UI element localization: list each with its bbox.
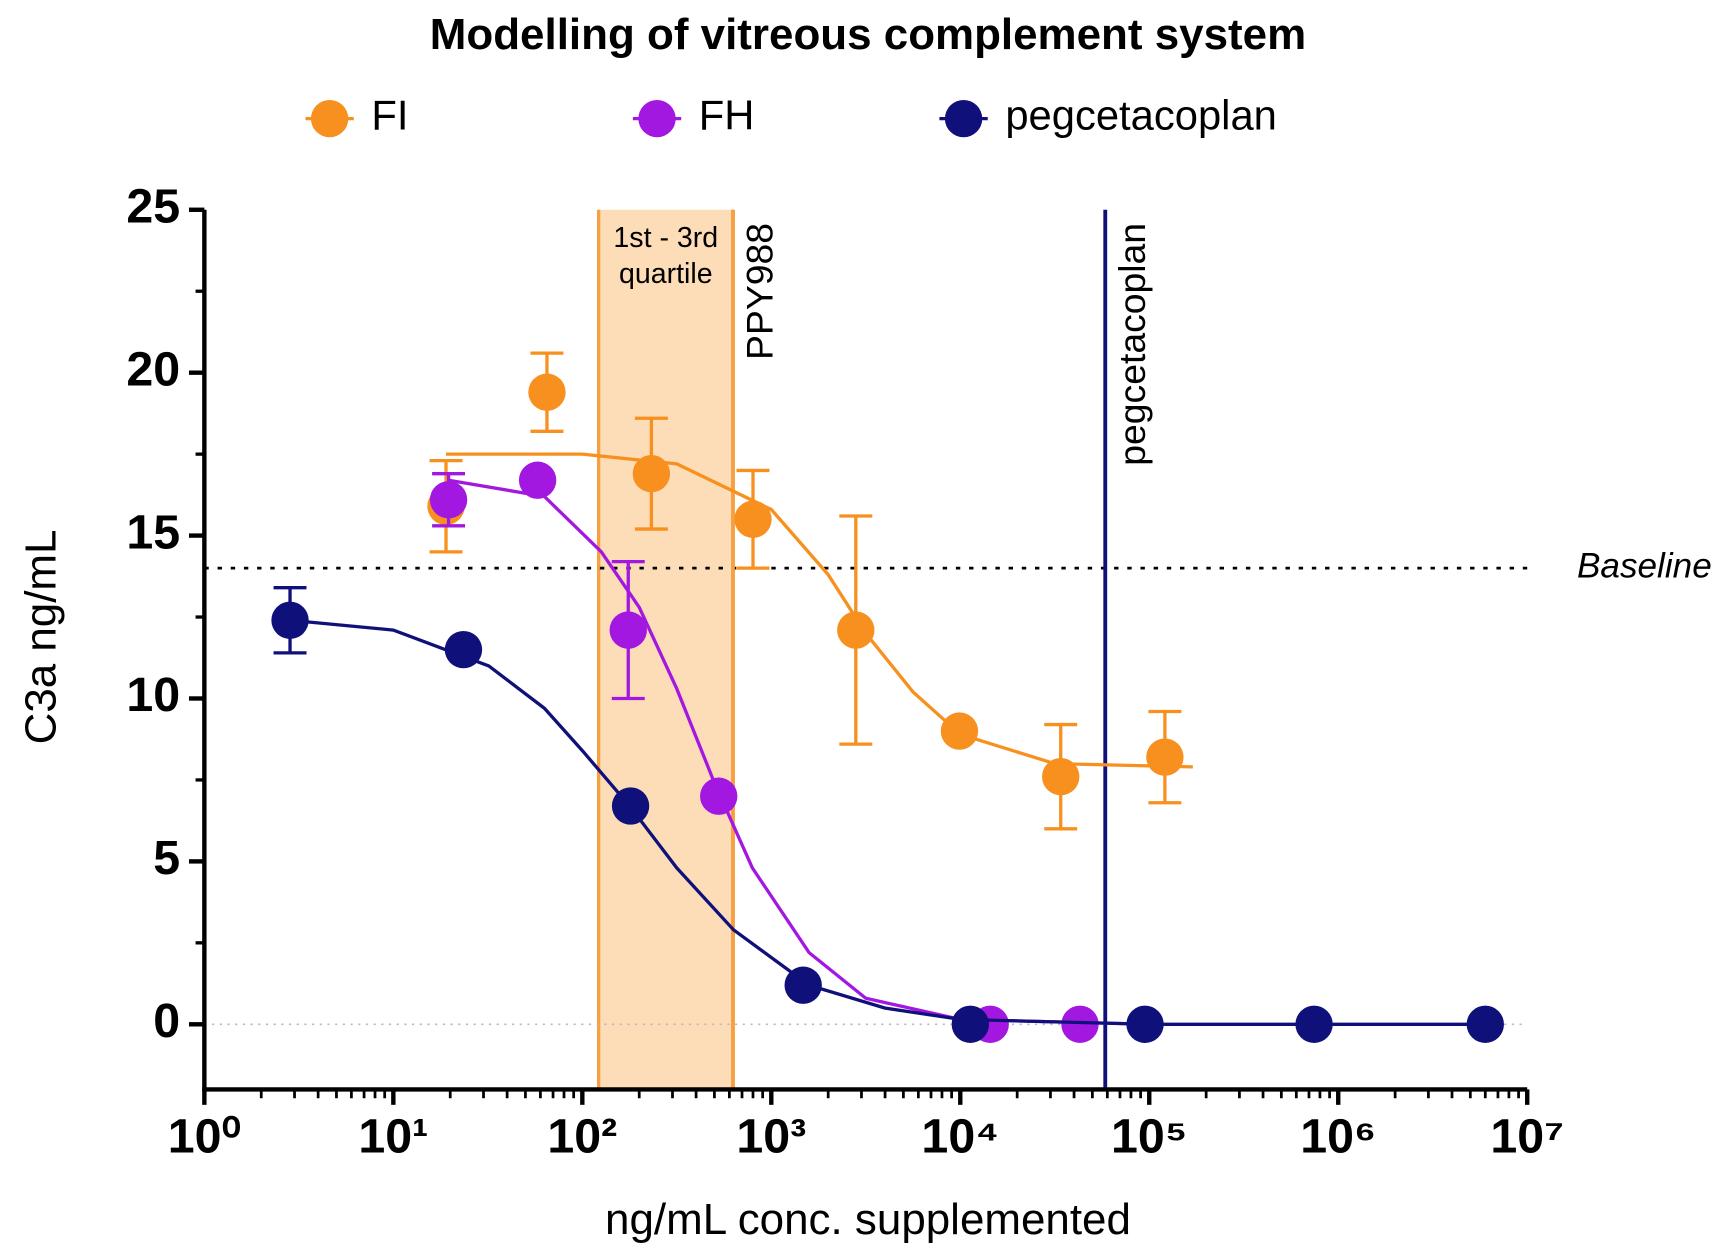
data-point	[940, 712, 979, 750]
y-tick-label: 15	[126, 505, 180, 559]
chart-title: Modelling of vitreous complement system	[430, 10, 1306, 59]
reference-label: PPY988	[739, 223, 781, 360]
data-point	[518, 461, 557, 499]
x-tick-label: 10⁵	[1111, 1110, 1187, 1164]
fit-curve	[446, 452, 1193, 769]
legend-label: pegcetacoplan	[1005, 92, 1277, 139]
data-point	[1061, 1005, 1099, 1043]
fit-curve	[448, 478, 1150, 1026]
data-point	[528, 373, 566, 411]
x-tick-label: 10⁶	[1300, 1110, 1376, 1164]
legend-label: FH	[699, 92, 755, 139]
data-point	[429, 481, 468, 519]
baseline-label: Baseline	[1577, 546, 1712, 585]
data-point	[734, 500, 772, 538]
data-point	[700, 777, 738, 815]
x-axis-label: ng/mL conc. supplemented	[605, 1195, 1131, 1244]
data-point	[609, 611, 647, 649]
band-label: 1st - 3rd	[613, 222, 718, 254]
data-point	[837, 611, 875, 649]
x-tick-label: 10⁴	[921, 1110, 999, 1164]
x-tick-label: 10⁰	[168, 1110, 241, 1164]
data-point	[1146, 738, 1184, 776]
band-label: quartile	[619, 258, 713, 290]
x-tick-label: 10¹	[358, 1110, 428, 1164]
y-axis-label: C3a ng/mL	[17, 530, 66, 745]
legend-label: FI	[371, 92, 408, 139]
data-point	[1042, 758, 1080, 796]
data-point	[271, 601, 309, 639]
y-tick-label: 10	[126, 668, 180, 722]
data-point	[1295, 1005, 1333, 1043]
data-point	[1126, 1005, 1164, 1043]
quartile-band	[598, 209, 733, 1090]
y-tick-label: 20	[126, 342, 180, 396]
data-point	[611, 787, 650, 825]
y-tick-label: 25	[126, 180, 180, 234]
reference-label: pegcetacoplan	[1111, 223, 1153, 466]
legend-marker	[638, 99, 676, 138]
data-point	[784, 966, 822, 1004]
legend-marker	[310, 99, 349, 138]
y-tick-label: 5	[153, 831, 180, 885]
legend-marker	[944, 99, 983, 138]
x-tick-label: 10²	[547, 1110, 617, 1164]
data-point	[951, 1005, 989, 1043]
x-tick-label: 10⁷	[1490, 1110, 1564, 1164]
data-point	[632, 455, 671, 493]
x-tick-label: 10³	[736, 1110, 806, 1164]
fit-curve	[289, 618, 1486, 1026]
data-point	[444, 630, 483, 669]
y-tick-label: 0	[153, 994, 180, 1048]
data-point	[1466, 1005, 1504, 1043]
